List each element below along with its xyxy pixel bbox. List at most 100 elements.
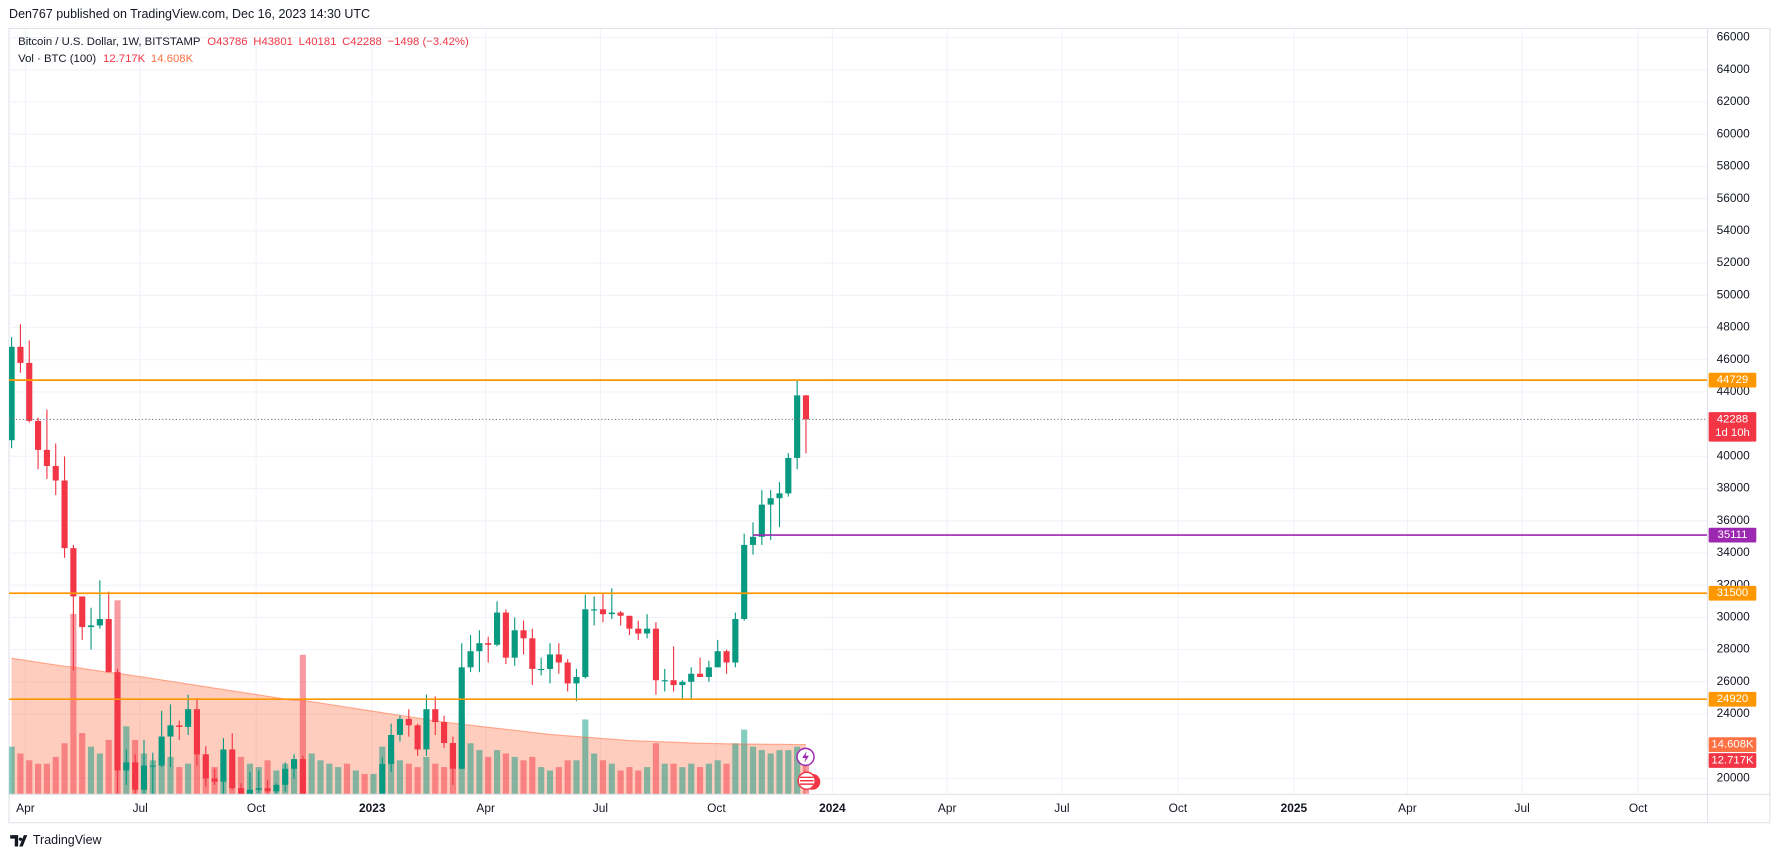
- volume-bar: [273, 770, 280, 795]
- candle-body: [299, 759, 306, 795]
- volume-bar: [396, 760, 404, 795]
- volume-bar: [502, 753, 509, 795]
- y-tick-label: 58000: [1717, 159, 1750, 173]
- y-tick-label: 28000: [1717, 642, 1750, 656]
- x-tick-label: Jul: [1515, 801, 1530, 815]
- volume-bar: [529, 756, 536, 795]
- volume-bar: [785, 750, 792, 795]
- candle-body: [608, 612, 615, 615]
- volume-bar: [176, 767, 183, 795]
- x-tick-label: Apr: [16, 801, 35, 815]
- y-tick-label: 34000: [1717, 545, 1750, 559]
- candle-body: [679, 681, 686, 686]
- volume-bar: [299, 654, 306, 795]
- volume-legend-value: 12.717K: [103, 53, 146, 65]
- candle-body: [546, 654, 554, 669]
- volume-bar: [79, 733, 86, 795]
- y-tick-label: 36000: [1717, 513, 1750, 527]
- volume-bar: [423, 756, 430, 795]
- candle-body: [441, 722, 448, 744]
- candle-body: [449, 743, 456, 769]
- x-tick-label: Jul: [133, 801, 148, 815]
- candle-body: [43, 449, 50, 466]
- axes: 2000024000260002800030000320003400036000…: [16, 30, 1757, 815]
- volume-bar: [696, 767, 704, 795]
- candle-body: [176, 725, 183, 727]
- volume-bar: [538, 767, 545, 795]
- volume-bar: [741, 729, 748, 795]
- volume-bar: [26, 760, 33, 795]
- volume-bar: [343, 763, 351, 795]
- volume-bar: [511, 756, 518, 795]
- candle-body: [767, 498, 774, 505]
- candle-body: [599, 609, 607, 615]
- volume-bar: [599, 760, 607, 795]
- candle-body: [485, 643, 492, 645]
- candle-body: [458, 667, 465, 769]
- level-tag: 44729: [1717, 374, 1749, 386]
- candle-body: [185, 709, 192, 727]
- footer-brand: TradingView: [33, 833, 103, 847]
- volume-bar: [732, 743, 739, 795]
- x-tick-label: 2023: [359, 801, 386, 815]
- candle-body: [776, 493, 783, 499]
- volume-bar: [723, 763, 730, 795]
- x-tick-label: Jul: [593, 801, 608, 815]
- x-tick-label: Apr: [476, 801, 495, 815]
- volume-bar: [52, 756, 59, 795]
- candle-body: [591, 609, 598, 611]
- ohlc-legend-value: H43801: [253, 36, 293, 48]
- volume-bar: [485, 756, 492, 795]
- candle-body: [26, 362, 33, 421]
- volume-bar: [758, 750, 765, 795]
- volume-bar: [370, 773, 377, 795]
- volume-ma-tag: 14.608K: [1711, 739, 1754, 751]
- legend: Bitcoin / U.S. Dollar, 1W, BITSTAMP Vol …: [18, 36, 469, 65]
- volume-bar: [652, 743, 659, 795]
- volume-tag: 12.717K: [1711, 754, 1754, 766]
- candle-body: [273, 784, 280, 792]
- candle-body: [255, 788, 262, 790]
- candle-body: [96, 618, 103, 626]
- candle-body: [405, 718, 412, 726]
- candle-body: [264, 788, 271, 792]
- candle-body: [741, 544, 748, 619]
- level-tag-bg: [1708, 585, 1757, 601]
- y-tick-label: 64000: [1717, 62, 1750, 76]
- y-tick-label: 60000: [1717, 126, 1750, 140]
- flag-stripes: [799, 776, 814, 785]
- candle-body: [61, 480, 68, 549]
- candle-body: [794, 395, 801, 458]
- volume-bar: [308, 753, 315, 795]
- candle-body: [652, 628, 659, 681]
- volume-bar: [43, 763, 50, 795]
- volume-bar: [432, 763, 439, 795]
- candle-body: [229, 749, 236, 789]
- candle-body: [70, 548, 77, 597]
- volume-bar: [626, 767, 633, 795]
- volume-legend-name: Vol · BTC (100): [18, 53, 96, 65]
- footer-logo: TradingView: [10, 833, 103, 847]
- volume-bar: [264, 760, 271, 795]
- volume-bar: [167, 756, 174, 795]
- candle-body: [723, 651, 730, 663]
- candle-body: [9, 346, 15, 441]
- candle-body: [396, 718, 404, 735]
- volume-bar: [326, 763, 333, 795]
- candle-body: [202, 754, 209, 779]
- volume-bar: [582, 719, 589, 795]
- candle-body: [520, 630, 527, 639]
- y-tick-label: 62000: [1717, 94, 1750, 108]
- ohlc-legend-value: L40181: [299, 36, 337, 48]
- x-tick-label: 2024: [819, 801, 846, 815]
- ohlc-legend-value: C42288: [342, 36, 382, 48]
- volume-bar: [767, 753, 774, 795]
- volume-bar: [776, 750, 783, 795]
- level-tag-bg: [1708, 691, 1757, 707]
- volume-bar: [441, 767, 448, 795]
- tv-logo: [10, 835, 28, 847]
- x-tick-label: Oct: [1169, 801, 1188, 815]
- candle-body: [626, 615, 633, 629]
- y-tick-label: 46000: [1717, 352, 1750, 366]
- volume-bar: [520, 760, 527, 795]
